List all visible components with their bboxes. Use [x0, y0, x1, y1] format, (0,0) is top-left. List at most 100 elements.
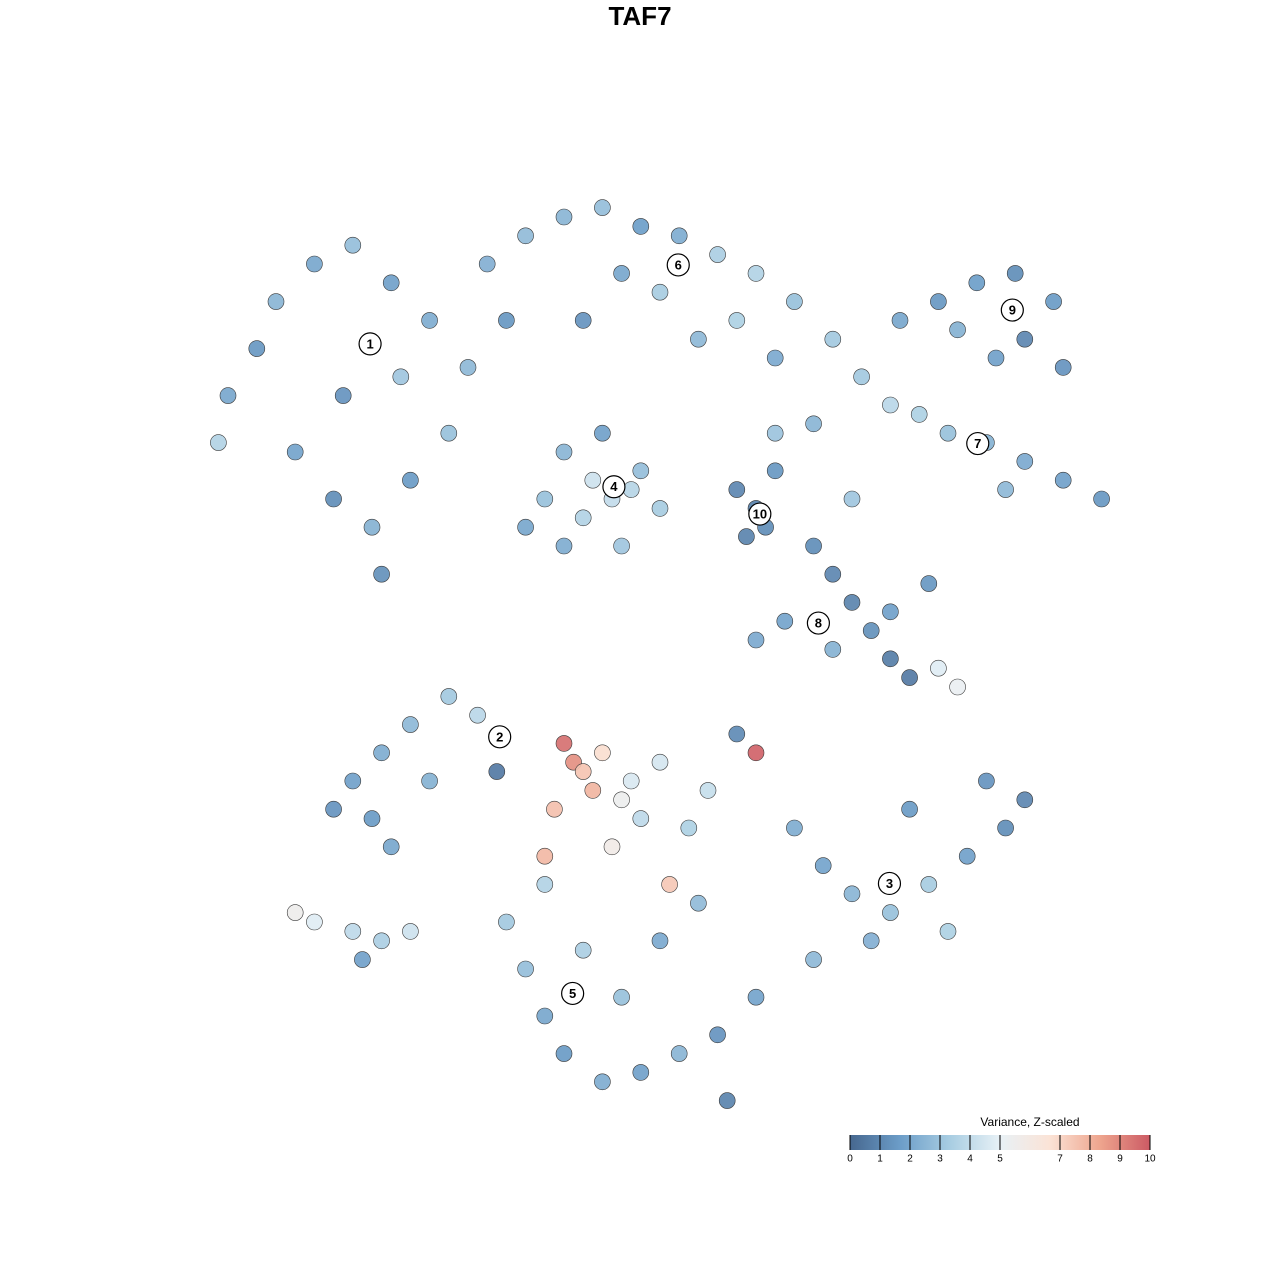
point — [882, 650, 899, 668]
point — [517, 960, 534, 978]
cluster-label: 4 — [610, 479, 618, 494]
cluster-label: 2 — [496, 729, 503, 744]
point — [536, 876, 554, 893]
cluster-label-bg — [488, 725, 512, 749]
colorbar-tick-label: 9 — [1117, 1154, 1123, 1165]
point — [613, 988, 630, 1006]
point — [632, 462, 650, 480]
cluster-label: 7 — [974, 436, 981, 451]
colorbar-tick-label: 10 — [1144, 1154, 1156, 1165]
point — [805, 415, 822, 433]
point — [286, 904, 304, 921]
point — [286, 443, 304, 461]
point — [651, 932, 669, 950]
cluster-label-bg — [806, 611, 831, 635]
point — [843, 885, 861, 903]
colorbar-title: Variance, Z-scaled — [980, 1115, 1079, 1129]
point — [536, 490, 554, 508]
point — [747, 744, 765, 762]
point — [594, 199, 611, 216]
point — [949, 678, 966, 696]
point — [555, 208, 573, 226]
point — [210, 434, 227, 451]
point — [978, 772, 995, 790]
cluster-label-bg — [748, 502, 772, 526]
chart-title: TAF7 — [608, 1, 671, 31]
cluster-label: 6 — [675, 257, 682, 272]
point — [930, 659, 947, 677]
point — [306, 913, 323, 931]
cluster-label: 5 — [569, 986, 576, 1001]
point — [766, 462, 784, 480]
point — [843, 490, 861, 508]
point — [594, 424, 611, 442]
point — [949, 321, 966, 339]
point — [661, 876, 678, 893]
point — [901, 669, 918, 686]
point — [1016, 791, 1034, 809]
point — [498, 312, 515, 329]
point — [603, 838, 621, 856]
point — [594, 1073, 611, 1091]
point — [824, 641, 842, 658]
cluster-label: 1 — [366, 336, 373, 351]
point — [699, 782, 717, 799]
point — [517, 518, 534, 536]
point — [901, 800, 918, 818]
point — [728, 481, 746, 498]
point — [632, 1064, 650, 1081]
point — [910, 406, 928, 423]
point — [536, 1007, 554, 1025]
point — [776, 612, 794, 630]
point — [613, 265, 630, 282]
point — [786, 819, 803, 837]
point — [555, 1045, 573, 1062]
point — [709, 246, 726, 263]
point — [382, 838, 400, 856]
point — [690, 330, 707, 348]
point — [766, 424, 784, 442]
point — [1054, 471, 1072, 489]
point — [546, 800, 563, 818]
colorbar-tick-label: 0 — [847, 1154, 853, 1165]
point — [344, 772, 362, 790]
point — [421, 772, 438, 790]
point — [334, 387, 352, 404]
cluster-label: 3 — [886, 876, 893, 891]
point — [555, 537, 573, 555]
point — [786, 293, 803, 310]
colorbar-tick-label: 7 — [1057, 1154, 1063, 1165]
point — [373, 932, 390, 950]
point — [882, 904, 899, 921]
point — [814, 857, 832, 874]
point — [882, 396, 899, 414]
point — [1045, 293, 1062, 310]
point — [392, 368, 410, 386]
point — [747, 265, 765, 282]
point — [622, 481, 640, 498]
point — [363, 518, 381, 536]
point — [622, 772, 640, 790]
point — [997, 481, 1014, 498]
point — [354, 951, 371, 968]
point — [728, 312, 746, 329]
point — [882, 603, 899, 621]
point — [987, 349, 1005, 367]
point — [718, 1092, 736, 1109]
cluster-label-bg — [1000, 298, 1024, 322]
point — [574, 941, 592, 959]
point — [306, 255, 323, 273]
point — [1016, 330, 1034, 348]
point — [805, 537, 822, 555]
point — [574, 763, 592, 780]
point — [488, 763, 506, 780]
colorbar-tick-label: 3 — [937, 1154, 943, 1165]
colorbar-tick-label: 2 — [907, 1154, 913, 1165]
point — [930, 293, 947, 310]
colorbar-tick-label: 8 — [1087, 1154, 1093, 1165]
point — [632, 218, 650, 235]
point — [421, 312, 438, 329]
point — [325, 800, 342, 818]
point — [1054, 359, 1072, 376]
cluster-label-bg — [877, 871, 902, 896]
